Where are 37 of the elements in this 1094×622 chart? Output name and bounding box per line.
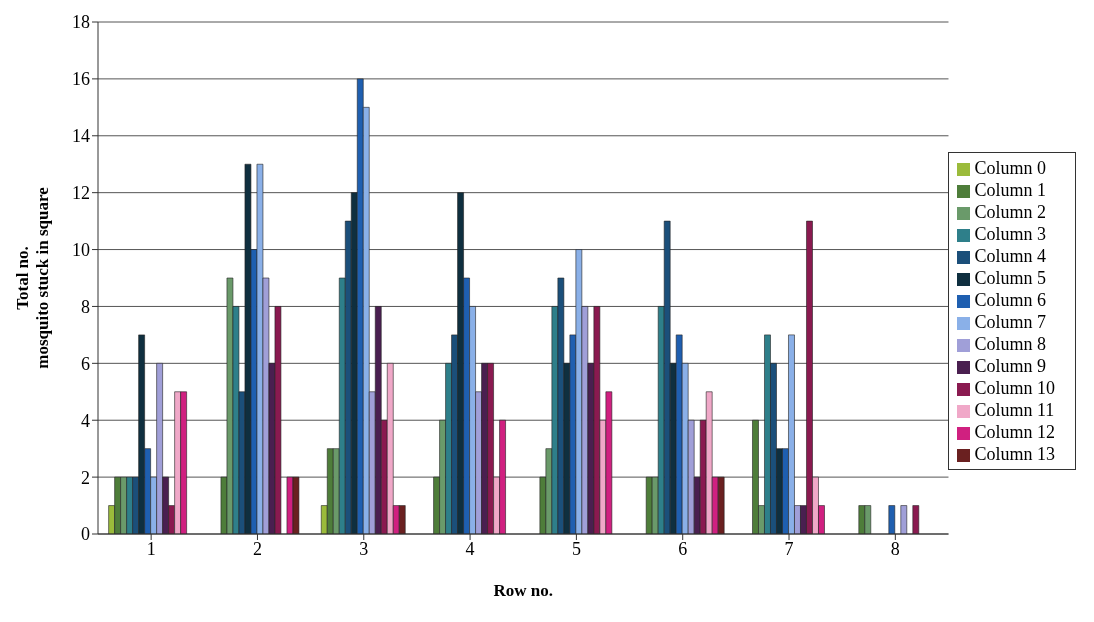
y-tick-label: 14 [72,126,90,147]
x-tick-label: 2 [252,538,262,559]
legend-label: Column 4 [974,246,1046,266]
x-tick-label: 5 [571,538,581,559]
y-tick-label: 4 [81,410,90,431]
y-tick-label: 18 [72,12,90,33]
legend-label: Column 5 [974,268,1046,288]
y-tick-label: 6 [81,353,90,374]
y-axis-title: Total no. mosquito stuck in square [13,186,52,369]
y-tick-label: 0 [81,524,90,545]
legend-label: Column 11 [974,400,1055,420]
y-tick-label: 10 [72,239,90,260]
legend-label: Column 12 [974,422,1055,442]
x-tick-label: 7 [784,538,794,559]
x-tick-label: 1 [146,538,156,559]
y-tick-label: 12 [72,183,90,204]
x-tick-label: 3 [359,538,369,559]
legend-label: Column 0 [974,158,1046,178]
legend-label: Column 13 [974,444,1055,464]
bar [912,505,920,534]
x-axis-title: Row no. [493,581,553,600]
y-tick-label: 2 [81,467,90,488]
legend-label: Column 9 [974,356,1046,376]
legend-label: Column 7 [974,312,1046,332]
legend-label: Column 6 [974,290,1046,310]
x-tick-label: 6 [678,538,688,559]
bar [888,505,896,534]
legend-label: Column 8 [974,334,1046,354]
legend-label: Column 10 [974,378,1055,398]
x-tick-label: 4 [465,538,475,559]
y-tick-label: 8 [81,296,90,317]
legend-label: Column 1 [974,180,1046,200]
y-tick-label: 16 [72,69,90,90]
legend-label: Column 2 [974,202,1046,222]
x-tick-label: 8 [890,538,900,559]
legend-label: Column 3 [974,224,1046,244]
bar [900,505,908,534]
